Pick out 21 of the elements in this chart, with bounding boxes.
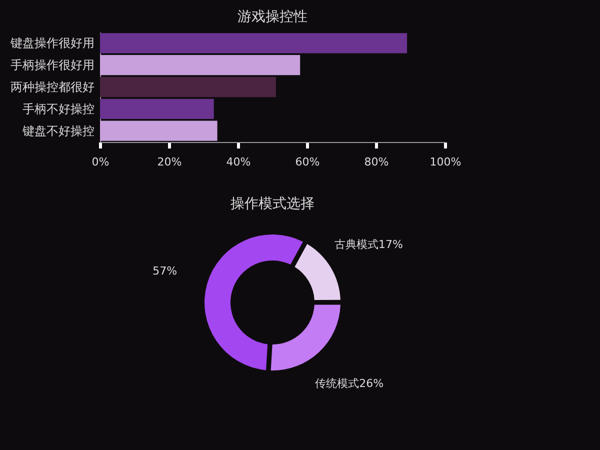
y-tick-label: 键盘操作很好用 (10, 36, 94, 50)
x-tick-label: 60% (295, 156, 320, 168)
x-tick-label: 20% (157, 156, 182, 168)
bar (100, 98, 214, 119)
x-tick-label: 0% (92, 156, 110, 168)
slice-label: 传统模式26% (315, 376, 384, 390)
y-tick-label: 两种操控都很好 (10, 80, 94, 94)
chart-title: 游戏操控性 (238, 9, 308, 25)
x-tick-label: 80% (364, 156, 389, 168)
x-tick-label: 100% (430, 156, 462, 168)
data-label: 57% (152, 264, 178, 278)
y-tick-label: 手柄操作很好用 (10, 58, 94, 72)
bar (100, 120, 218, 141)
y-tick-label: 手柄不好操控 (22, 102, 94, 116)
bar (100, 55, 300, 76)
slice-label: 古典模式17% (334, 238, 403, 252)
bar (100, 76, 276, 98)
x-tick-label: 40% (226, 156, 251, 168)
y-tick-label: 键盘不好操控 (22, 124, 94, 138)
chart-title: 操作模式选择 (230, 196, 314, 212)
bar (100, 33, 408, 54)
